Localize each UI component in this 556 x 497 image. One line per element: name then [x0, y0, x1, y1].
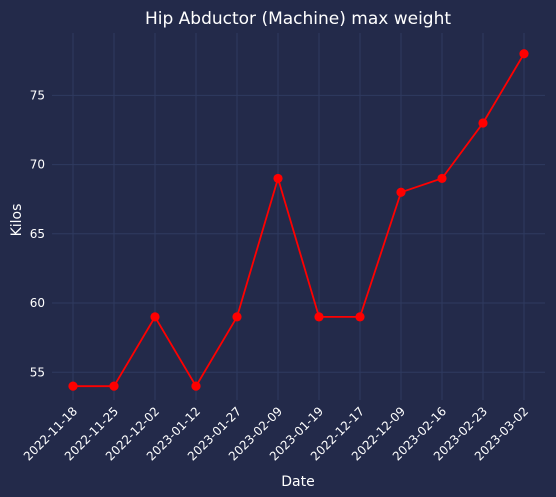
data-point	[314, 312, 324, 322]
data-point	[109, 381, 119, 391]
x-axis-label: Date	[281, 474, 314, 490]
data-point	[437, 173, 447, 184]
tick-labels: 55606570752022-11-182022-11-252022-12-02…	[21, 88, 531, 463]
data-point	[396, 187, 406, 197]
y-tick-label: 75	[30, 88, 45, 102]
grid	[52, 33, 545, 400]
y-axis-label: Kilos	[9, 204, 25, 237]
chart-title: Hip Abductor (Machine) max weight	[145, 9, 451, 29]
y-tick-label: 65	[30, 227, 45, 241]
data-point	[191, 381, 201, 391]
series-layer	[68, 49, 529, 391]
data-point	[273, 173, 283, 184]
data-point	[232, 312, 242, 322]
data-point	[478, 118, 488, 128]
data-point	[68, 381, 78, 391]
data-point	[150, 312, 160, 322]
series-line	[73, 53, 525, 388]
data-point	[519, 49, 529, 59]
y-tick-label: 60	[30, 296, 45, 310]
y-tick-label: 70	[30, 158, 45, 172]
data-point	[355, 312, 365, 322]
y-tick-label: 55	[30, 365, 45, 379]
